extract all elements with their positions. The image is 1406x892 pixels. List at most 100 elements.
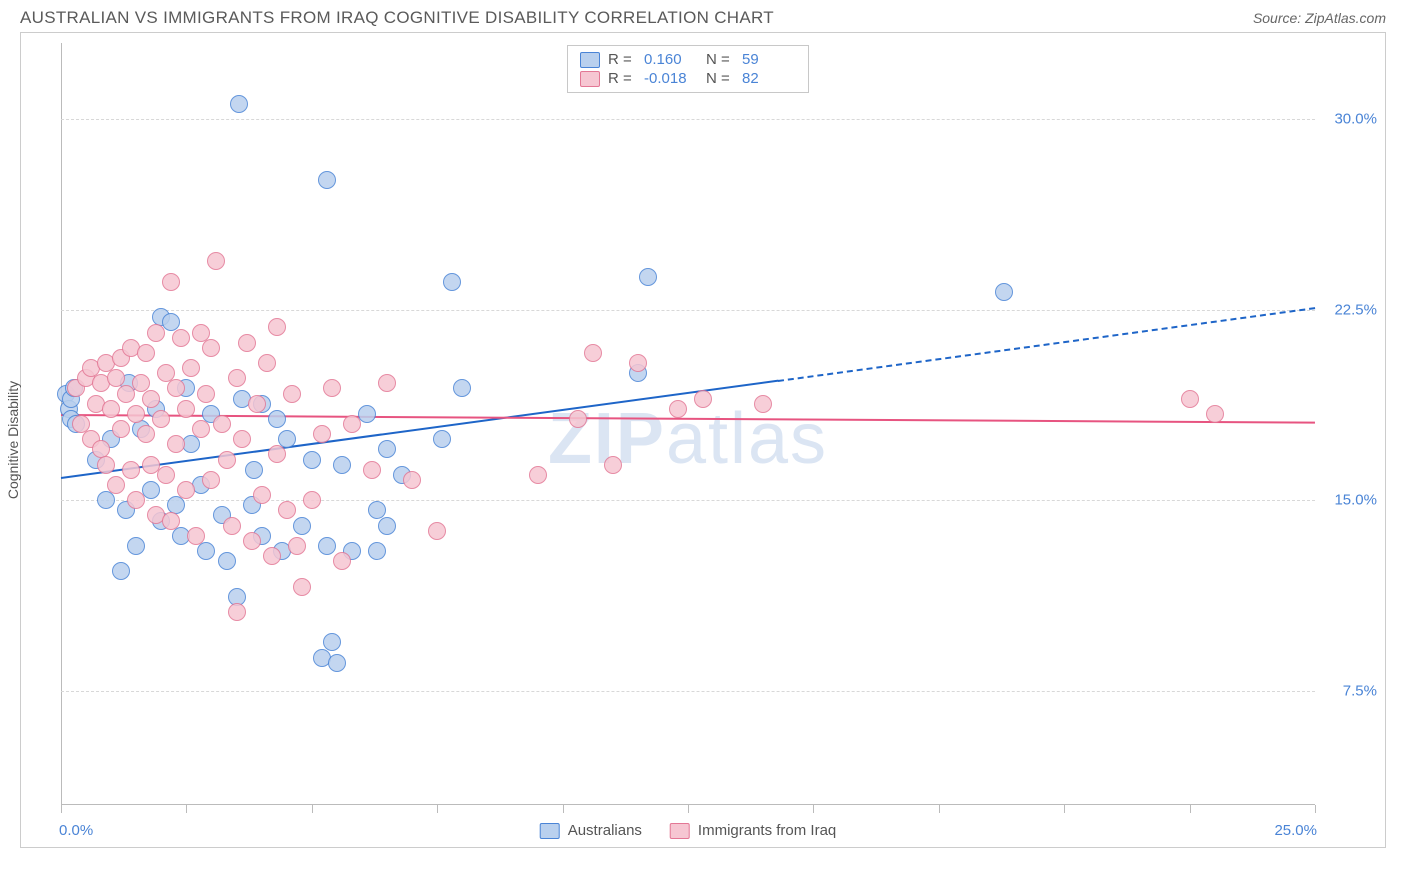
legend-r-value: -0.018 [644,70,698,87]
data-point [323,379,341,397]
legend-item: Immigrants from Iraq [670,822,836,839]
plot-area: ZIPatlas R = 0.160 N = 59 R = -0.018 N =… [61,43,1315,805]
legend-label: Immigrants from Iraq [698,822,836,839]
data-point [333,552,351,570]
gridline [61,310,1315,311]
data-point [192,420,210,438]
data-point [253,486,271,504]
data-point [102,400,120,418]
data-point [127,537,145,555]
data-point [378,517,396,535]
data-point [343,415,361,433]
y-tick-label: 30.0% [1334,111,1377,128]
legend-row: R = 0.160 N = 59 [580,50,796,69]
data-point [127,491,145,509]
data-point [268,318,286,336]
legend-item: Australians [540,822,642,839]
x-axis-min-label: 0.0% [59,822,93,839]
data-point [137,425,155,443]
data-point [694,390,712,408]
data-point [197,385,215,403]
x-tick [1315,805,1316,813]
data-point [207,252,225,270]
data-point [177,400,195,418]
data-point [453,379,471,397]
legend-n-label: N = [706,70,734,87]
y-tick-label: 7.5% [1343,682,1377,699]
x-tick [1190,805,1191,813]
data-point [97,456,115,474]
data-point [127,405,145,423]
y-tick-label: 22.5% [1334,301,1377,318]
x-tick [1064,805,1065,813]
data-point [293,517,311,535]
x-tick [688,805,689,813]
data-point [197,542,215,560]
data-point [177,481,195,499]
data-point [218,451,236,469]
data-point [218,552,236,570]
data-point [283,385,301,403]
legend-r-value: 0.160 [644,51,698,68]
data-point [263,547,281,565]
watermark-text: ZIPatlas [548,398,828,480]
data-point [167,379,185,397]
data-point [584,344,602,362]
legend-swatch [580,71,600,87]
data-point [162,273,180,291]
data-point [323,633,341,651]
data-point [112,420,130,438]
data-point [202,339,220,357]
data-point [228,369,246,387]
data-point [303,491,321,509]
data-point [245,461,263,479]
data-point [403,471,421,489]
y-tick-label: 15.0% [1334,492,1377,509]
data-point [378,440,396,458]
legend-swatch [540,823,560,839]
data-point [167,435,185,453]
data-point [333,456,351,474]
data-point [157,466,175,484]
x-tick [312,805,313,813]
legend-n-value: 82 [742,70,796,87]
data-point [288,537,306,555]
data-point [363,461,381,479]
data-point [443,273,461,291]
legend-r-label: R = [608,51,636,68]
data-point [318,537,336,555]
legend-swatch [580,52,600,68]
data-point [107,476,125,494]
legend-swatch [670,823,690,839]
chart-container: Cognitive Disability ZIPatlas R = 0.160 … [20,32,1386,848]
data-point [147,324,165,342]
data-point [142,481,160,499]
data-point [1206,405,1224,423]
data-point [313,425,331,443]
data-point [182,359,200,377]
data-point [433,430,451,448]
data-point [604,456,622,474]
legend-label: Australians [568,822,642,839]
data-point [358,405,376,423]
trend-line [778,307,1315,382]
chart-header: AUSTRALIAN VS IMMIGRANTS FROM IRAQ COGNI… [0,0,1406,32]
data-point [293,578,311,596]
data-point [238,334,256,352]
gridline [61,119,1315,120]
data-point [97,491,115,509]
data-point [137,344,155,362]
data-point [428,522,446,540]
data-point [268,445,286,463]
legend-row: R = -0.018 N = 82 [580,69,796,88]
data-point [569,410,587,428]
chart-source: Source: ZipAtlas.com [1253,10,1386,26]
legend-r-label: R = [608,70,636,87]
data-point [258,354,276,372]
data-point [378,374,396,392]
legend-n-value: 59 [742,51,796,68]
x-axis-max-label: 25.0% [1274,822,1317,839]
x-tick [939,805,940,813]
data-point [629,354,647,372]
data-point [328,654,346,672]
